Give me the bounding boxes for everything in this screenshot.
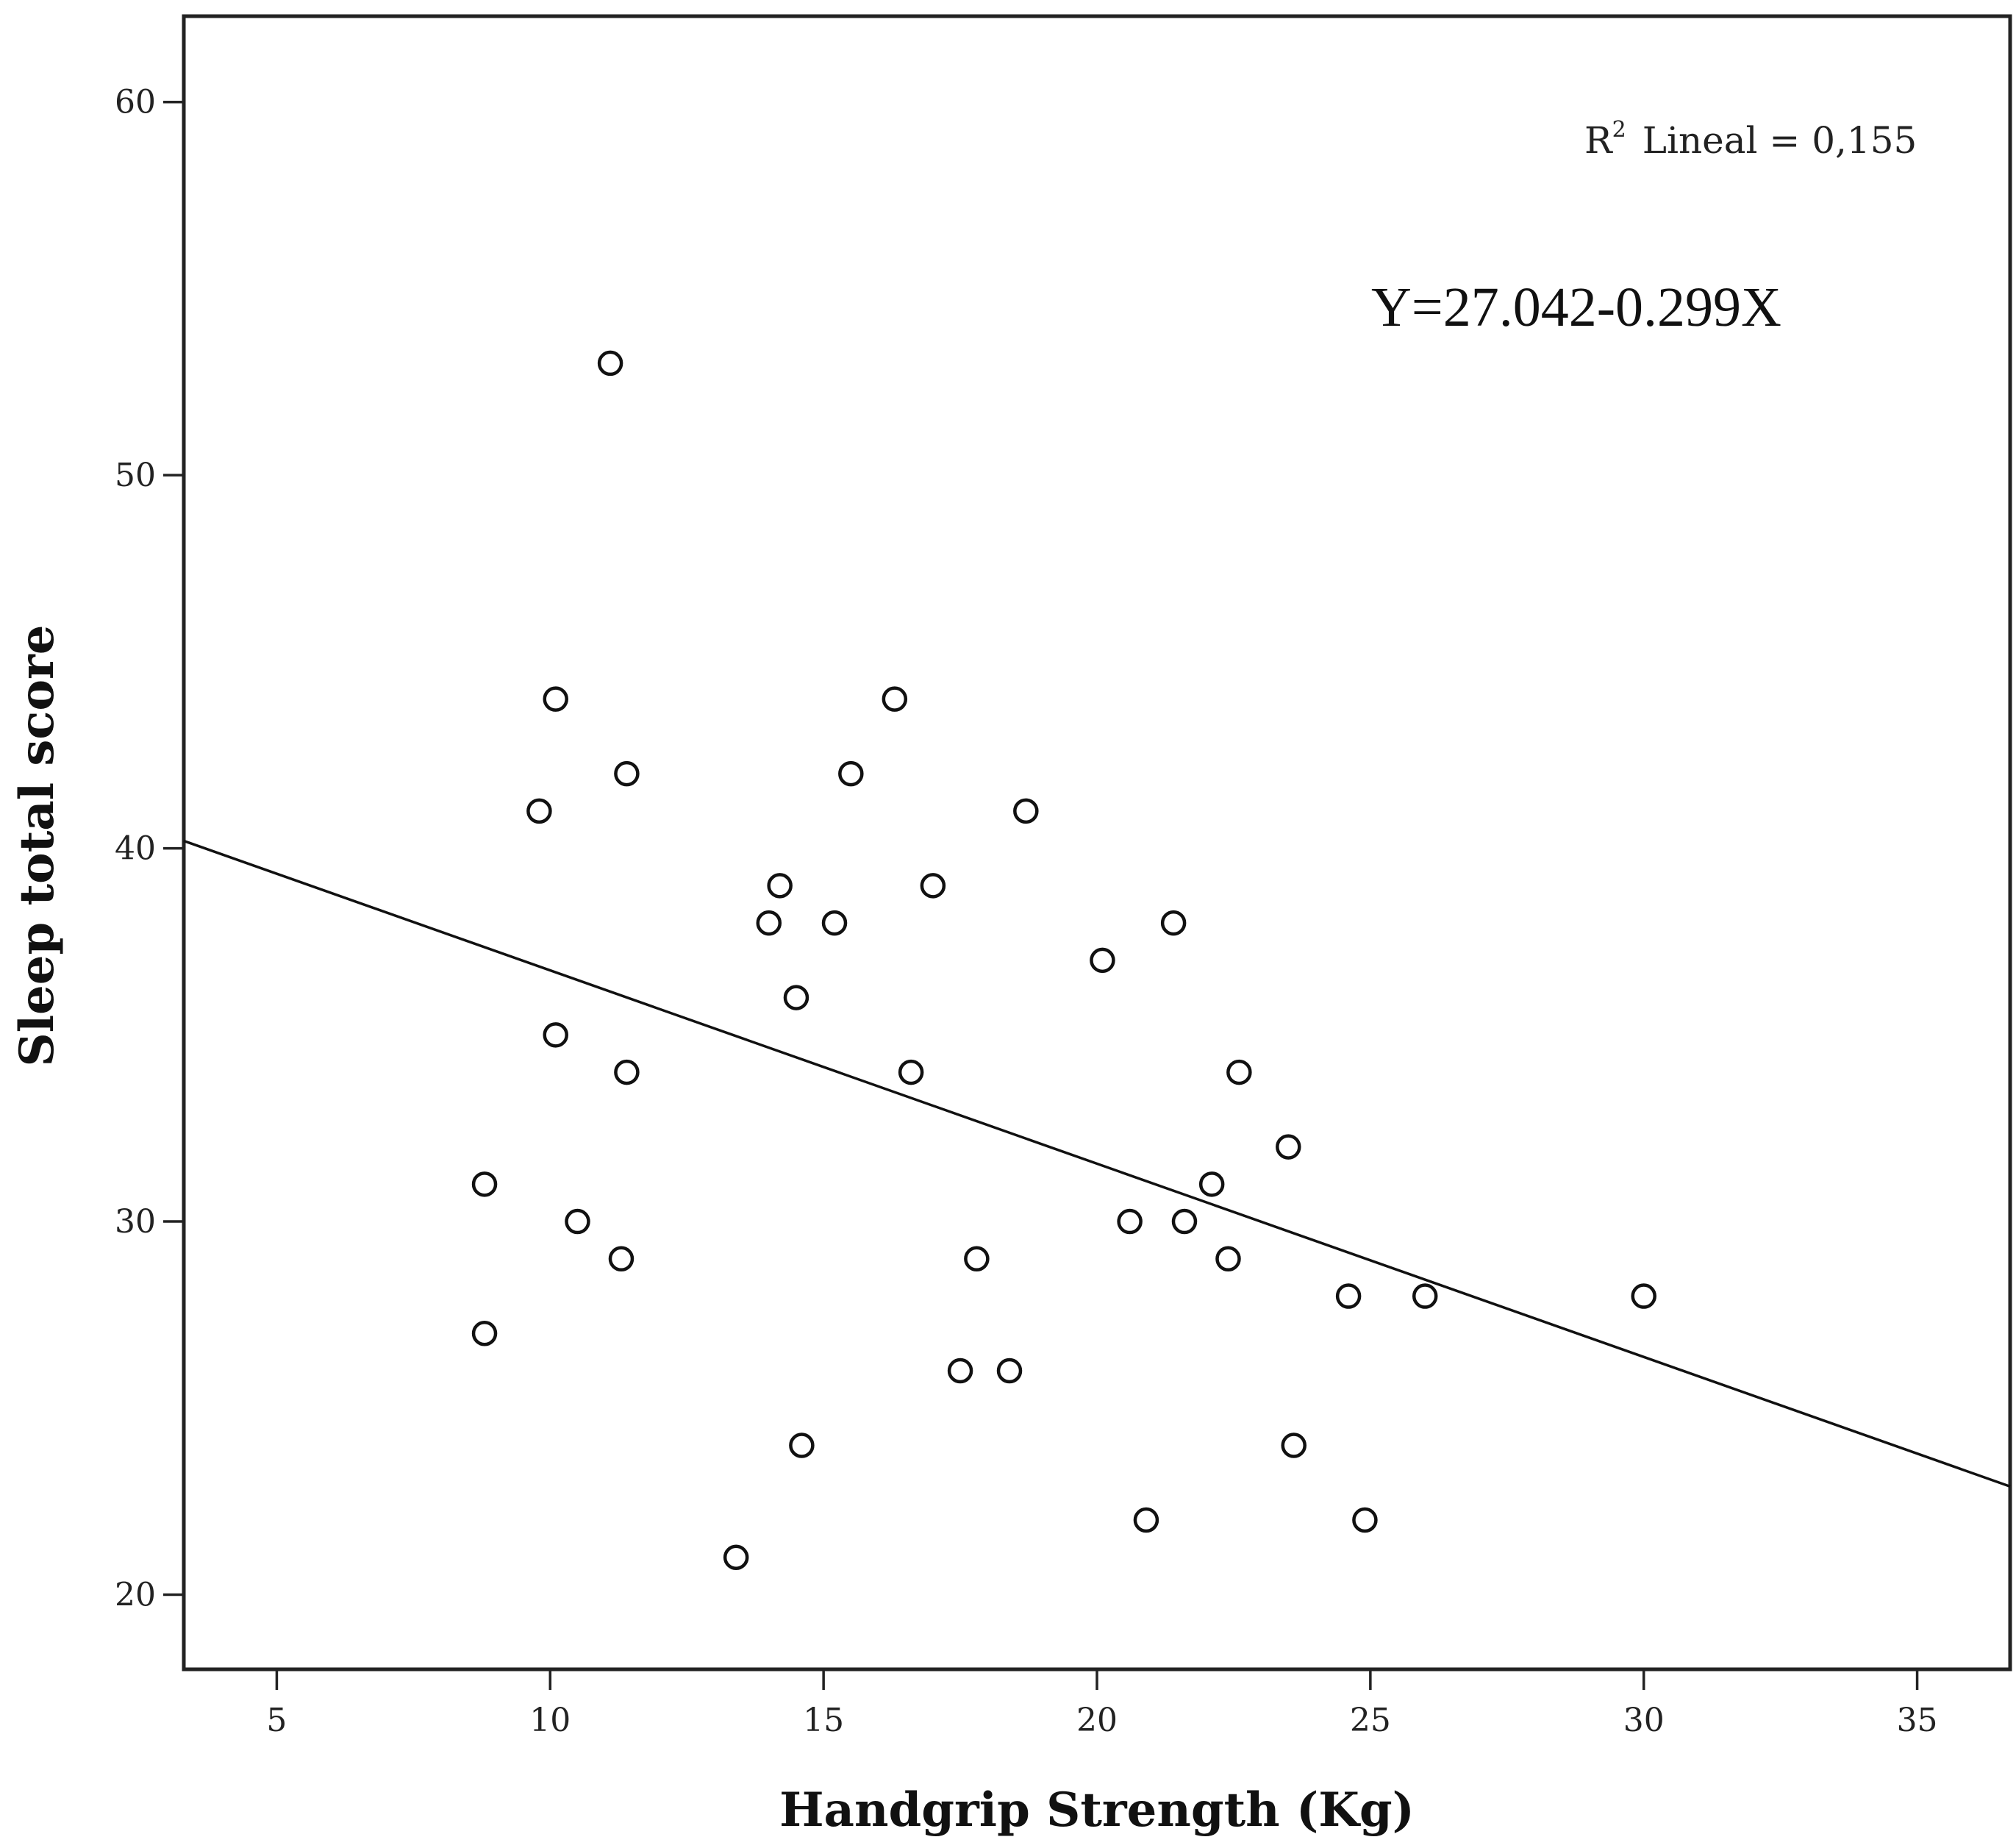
x-axis-title: Handgrip Strength (Kg) bbox=[779, 1783, 1415, 1838]
data-point bbox=[898, 1059, 924, 1085]
data-point bbox=[608, 1246, 635, 1272]
y-tick-label: 50 bbox=[115, 457, 156, 494]
data-point bbox=[1631, 1283, 1656, 1309]
y-tick-label: 60 bbox=[115, 84, 156, 121]
data-points bbox=[471, 350, 1656, 1571]
data-point bbox=[1215, 1246, 1241, 1272]
data-point bbox=[996, 1358, 1023, 1384]
y-axis: 20 30 40 50 60 bbox=[115, 84, 184, 1614]
data-point bbox=[756, 910, 782, 936]
data-point bbox=[471, 1321, 498, 1346]
data-point bbox=[1352, 1507, 1378, 1533]
data-point bbox=[1276, 1134, 1301, 1160]
r-squared-annotation: R2 Lineal = 0,155 bbox=[1584, 117, 1917, 162]
y-axis-title: Sleep total score bbox=[10, 625, 65, 1067]
data-point bbox=[1013, 798, 1039, 824]
data-point bbox=[1226, 1059, 1252, 1085]
y-tick-label: 20 bbox=[115, 1577, 156, 1614]
data-point bbox=[1171, 1208, 1198, 1235]
r2-symbol: R bbox=[1584, 119, 1613, 162]
x-tick-label: 35 bbox=[1897, 1702, 1938, 1739]
x-tick-label: 20 bbox=[1076, 1702, 1118, 1739]
data-point bbox=[1133, 1507, 1159, 1533]
data-point bbox=[947, 1358, 973, 1384]
regression-equation: Y=27.042-0.299X bbox=[1371, 277, 1781, 338]
data-point bbox=[1160, 910, 1187, 936]
data-point bbox=[964, 1246, 990, 1272]
data-point bbox=[614, 760, 640, 787]
y-tick-label: 30 bbox=[115, 1203, 156, 1241]
data-point bbox=[543, 686, 568, 712]
x-tick-label: 15 bbox=[803, 1702, 844, 1739]
data-point bbox=[789, 1433, 815, 1458]
r2-value: Lineal = 0,155 bbox=[1643, 119, 1917, 162]
data-point bbox=[1412, 1283, 1438, 1309]
data-point bbox=[882, 686, 908, 712]
data-point bbox=[767, 873, 793, 899]
x-tick-label: 25 bbox=[1350, 1702, 1391, 1739]
data-point bbox=[1335, 1283, 1362, 1309]
plot-area bbox=[182, 14, 2012, 1672]
x-tick-label: 30 bbox=[1623, 1702, 1665, 1739]
data-point bbox=[526, 798, 552, 824]
x-tick-label: 5 bbox=[266, 1702, 287, 1739]
data-point bbox=[838, 760, 864, 787]
r2-superscript: 2 bbox=[1612, 117, 1626, 143]
data-point bbox=[543, 1022, 568, 1048]
data-point bbox=[1281, 1433, 1307, 1458]
data-point bbox=[1090, 947, 1115, 974]
data-point bbox=[1198, 1171, 1225, 1197]
data-point bbox=[597, 350, 623, 377]
data-point bbox=[783, 985, 809, 1010]
data-point bbox=[920, 873, 946, 899]
plot-frame bbox=[182, 14, 2012, 1672]
y-tick-label: 40 bbox=[115, 830, 156, 868]
x-tick-label: 10 bbox=[529, 1702, 571, 1739]
regression-line-group bbox=[183, 839, 2011, 1488]
data-point bbox=[723, 1544, 749, 1571]
data-point bbox=[614, 1059, 640, 1085]
x-axis: 5 10 15 20 25 30 35 bbox=[266, 1669, 1938, 1739]
regression-line bbox=[183, 839, 2011, 1488]
data-point bbox=[1117, 1208, 1143, 1235]
data-point bbox=[471, 1171, 498, 1197]
data-point bbox=[565, 1208, 590, 1235]
data-point bbox=[821, 910, 848, 936]
